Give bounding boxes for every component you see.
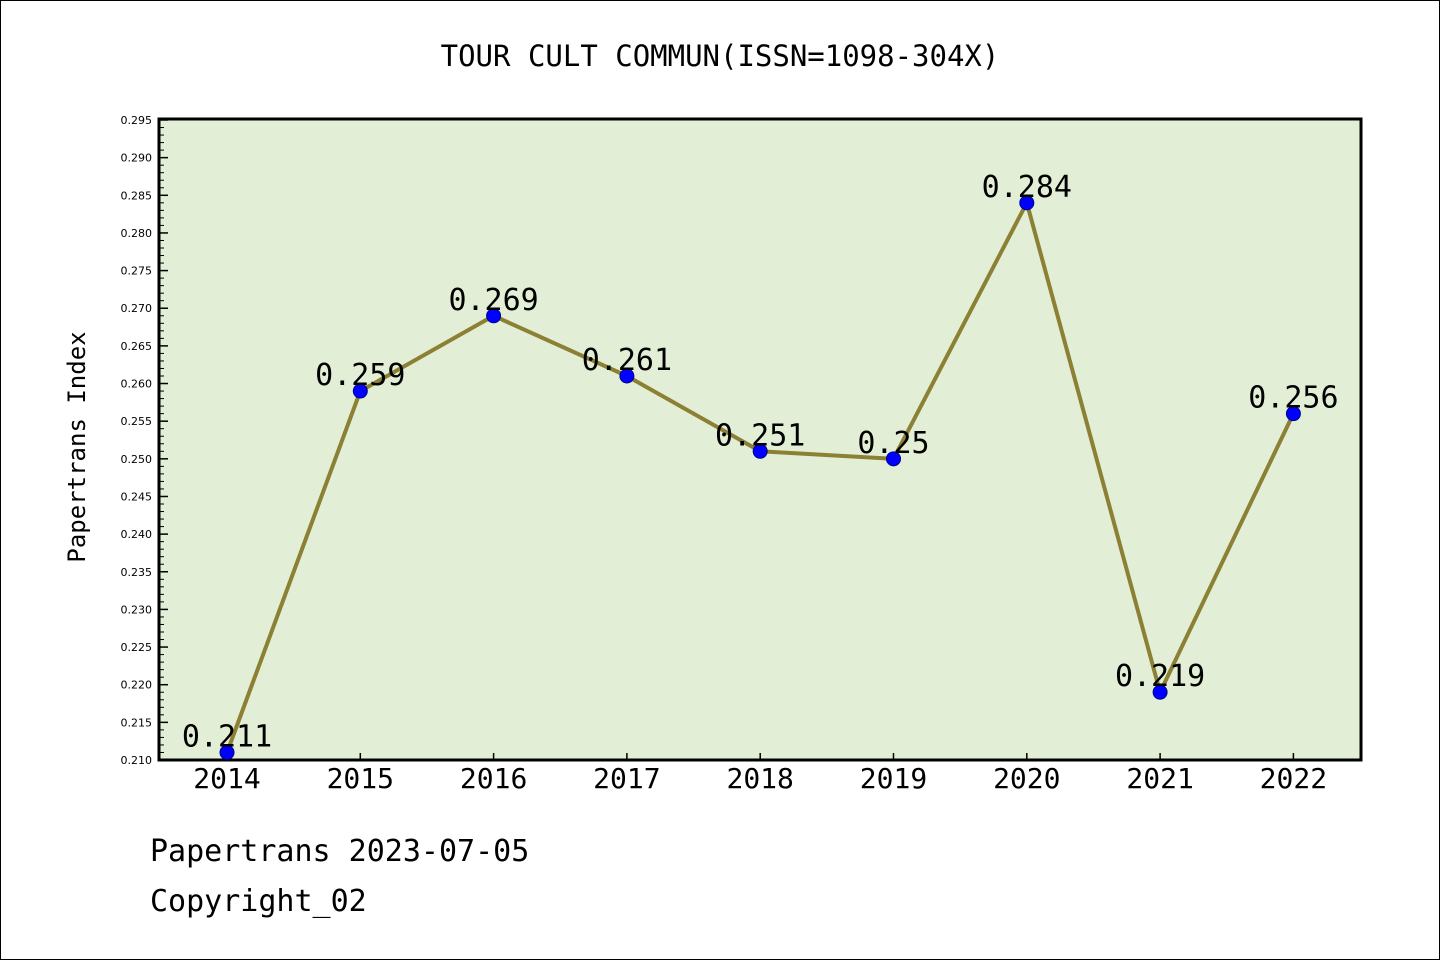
data-label: 0.259 [315, 358, 405, 393]
data-label: 0.256 [1248, 381, 1338, 416]
y-tick-label: 0.250 [121, 453, 153, 466]
y-tick-label: 0.220 [121, 679, 153, 692]
data-point [1152, 684, 1168, 700]
chart-title: TOUR CULT COMMUN(ISSN=1098-304X) [441, 39, 1000, 73]
y-axis-ticks: 0.210 0.215 0.220 0.225 0.230 0.235 0.240 0.245… [121, 114, 168, 767]
plot-area [157, 117, 1363, 762]
data-point [486, 308, 502, 324]
y-tick-label: 0.275 [121, 265, 153, 278]
y-tick-label: 0.270 [121, 302, 153, 315]
y-tick-label: 0.290 [121, 152, 153, 165]
x-tick-label: 2020 [993, 762, 1060, 795]
footer-date: Papertrans 2023-07-05 [150, 834, 530, 869]
y-tick-label: 0.265 [121, 340, 153, 353]
y-tick-label: 0.280 [121, 227, 153, 240]
x-tick-label: 2017 [593, 762, 660, 795]
x-axis-ticks: 2014 2015 2016 2017 2018 2019 2020 2021 2022 [193, 753, 1327, 795]
y-tick-label: 0.245 [121, 490, 153, 503]
data-point [619, 368, 635, 384]
data-label: 0.284 [982, 170, 1072, 205]
x-tick-label: 2021 [1126, 762, 1193, 795]
x-tick-label: 2022 [1260, 762, 1327, 795]
data-label: 0.261 [582, 343, 672, 378]
data-point [219, 744, 235, 760]
x-tick-label: 2018 [726, 762, 793, 795]
y-tick-label: 0.210 [121, 754, 153, 767]
y-tick-label: 0.235 [121, 566, 153, 579]
y-tick-label: 0.295 [121, 114, 153, 127]
data-label: 0.25 [857, 426, 929, 461]
data-point [352, 383, 368, 399]
data-point [1285, 406, 1301, 422]
y-axis-label: Papertrans Index [63, 331, 91, 562]
data-label: 0.251 [715, 418, 805, 453]
y-tick-label: 0.255 [121, 415, 153, 428]
y-tick-label: 0.285 [121, 189, 153, 202]
x-tick-label: 2014 [193, 762, 260, 795]
y-tick-label: 0.230 [121, 603, 153, 616]
data-point [1019, 195, 1035, 211]
y-tick-label: 0.260 [121, 378, 153, 391]
y-tick-label: 0.215 [121, 716, 153, 729]
data-label: 0.269 [448, 283, 538, 318]
data-label: 0.211 [182, 719, 272, 754]
x-tick-label: 2015 [327, 762, 394, 795]
footer-copyright: Copyright_02 [150, 884, 367, 919]
y-tick-label: 0.240 [121, 528, 153, 541]
data-point [886, 451, 901, 467]
x-tick-label: 2016 [460, 762, 527, 795]
data-label: 0.219 [1115, 659, 1205, 694]
y-tick-label: 0.225 [121, 641, 153, 654]
x-tick-label: 2019 [860, 762, 927, 795]
markers-group [219, 195, 1301, 760]
data-point [752, 443, 768, 459]
data-labels-group: 0.211 0.259 0.269 0.261 0.251 0.25 0.284 0.219 0… [182, 170, 1339, 755]
